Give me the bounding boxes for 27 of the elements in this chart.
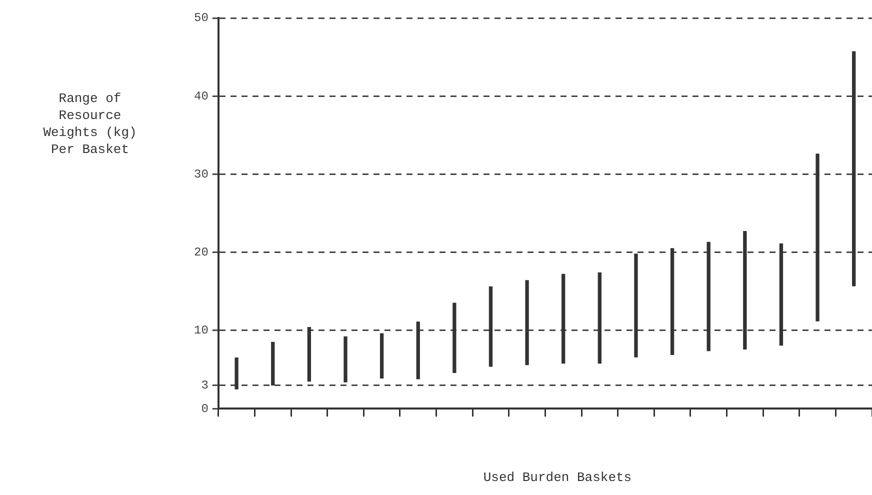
bar bbox=[670, 248, 674, 356]
y-tick-label: 20 bbox=[194, 246, 208, 260]
bar bbox=[598, 272, 602, 364]
bar bbox=[344, 336, 348, 382]
y-tick-label: 40 bbox=[194, 89, 208, 104]
y-tick-label: 10 bbox=[194, 324, 208, 338]
bar bbox=[743, 230, 747, 350]
x-axis-title: Used Burden Baskets bbox=[482, 470, 633, 485]
bar bbox=[706, 242, 710, 352]
y-tick-label: 50 bbox=[194, 11, 208, 26]
bar bbox=[562, 274, 566, 364]
bar bbox=[234, 357, 238, 390]
y-tick-label: 3 bbox=[201, 378, 208, 392]
bar bbox=[380, 333, 384, 378]
bar bbox=[852, 51, 856, 286]
bar bbox=[525, 280, 529, 366]
bar bbox=[271, 342, 275, 386]
bar bbox=[634, 254, 638, 358]
y-axis-title: Range of Resource Weights (kg) Per Basket bbox=[42, 90, 138, 158]
y-tick-label: 30 bbox=[194, 167, 208, 182]
bar bbox=[779, 243, 784, 346]
bar bbox=[488, 286, 493, 367]
bar bbox=[307, 327, 312, 382]
bar bbox=[452, 302, 456, 373]
y-tick-label: 0 bbox=[201, 402, 208, 416]
bar bbox=[816, 154, 820, 322]
bar bbox=[416, 322, 420, 380]
